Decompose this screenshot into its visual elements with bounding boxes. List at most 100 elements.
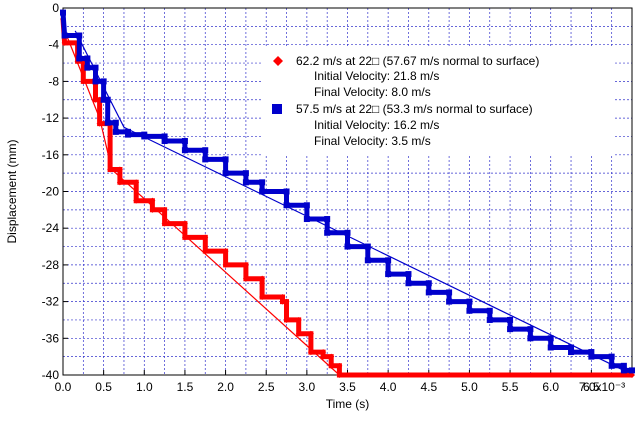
series-1-point <box>320 353 327 360</box>
series-1-point <box>222 248 229 255</box>
series-2-point <box>161 133 168 140</box>
x-tick-label: 4.0 <box>380 380 397 394</box>
y-tick-label: -16 <box>42 148 60 162</box>
series-1 <box>60 16 635 378</box>
series-1-point <box>80 78 87 85</box>
legend-entry-sublabel: Initial Velocity: 21.8 m/s <box>314 69 439 83</box>
series-2-point <box>76 32 83 39</box>
series-2-point <box>84 64 91 71</box>
x-tick-label: 4.5 <box>420 380 437 394</box>
series-1-point <box>328 353 335 360</box>
series-1-point <box>307 349 314 356</box>
series-2-point <box>141 133 148 140</box>
series-2-point <box>222 170 229 177</box>
series-2-point <box>112 128 119 135</box>
legend-entry-label: 57.5 m/s at 22□ (53.3 m/s normal to surf… <box>296 102 533 116</box>
series-1-point <box>92 96 99 103</box>
series-2-point <box>112 119 119 126</box>
series-2-point <box>92 64 99 71</box>
series-1-point <box>149 206 156 213</box>
series-2-point <box>60 9 66 16</box>
x-tick-label: 7.0x10⁻³ <box>579 380 625 394</box>
series-2-point <box>446 298 453 305</box>
series-2-point <box>385 257 392 264</box>
series-2-point <box>100 96 107 103</box>
y-tick-label: 0 <box>52 1 59 15</box>
series-2-point <box>100 78 107 85</box>
series-1-point <box>295 316 302 323</box>
series-2-point <box>527 335 534 342</box>
x-axis-title: Time (s) <box>326 397 370 411</box>
series-2-point <box>588 353 595 360</box>
legend-entry-label: 62.2 m/s at 22□ (57.67 m/s normal to sur… <box>296 54 539 68</box>
series-2-point <box>385 271 392 278</box>
series-2-fit-line <box>74 30 625 371</box>
series-2-point <box>283 188 290 195</box>
series-2-point <box>202 156 209 163</box>
series-1-point <box>295 330 302 337</box>
series-1-point <box>259 294 266 301</box>
series-2-point <box>104 96 111 103</box>
series-1-point <box>116 179 123 186</box>
series-2-point <box>507 316 514 323</box>
series-1-point <box>133 197 140 204</box>
series-2-point <box>364 257 371 264</box>
x-tick-label: 1.5 <box>177 380 194 394</box>
series-1-point <box>279 294 286 301</box>
x-tick-label: 2.5 <box>258 380 275 394</box>
series-2-point <box>620 362 627 369</box>
legend-marker-square <box>272 104 282 114</box>
series-2-point <box>92 78 99 85</box>
x-tick-label: 1.0 <box>136 380 153 394</box>
y-tick-label: -4 <box>48 38 59 52</box>
series-1-point <box>161 220 168 227</box>
series-1-point <box>629 372 635 378</box>
x-tick-label: 5.0 <box>461 380 478 394</box>
y-tick-label: -8 <box>48 74 59 88</box>
series-2-point <box>446 289 453 296</box>
series-1-point <box>61 39 68 46</box>
series-2-point <box>84 55 91 62</box>
legend-background <box>262 48 614 156</box>
series-1-point <box>259 275 266 282</box>
y-axis-title: Displacement (mm) <box>5 139 19 243</box>
x-tick-label: 3.0 <box>299 380 316 394</box>
series-2-point <box>608 362 615 369</box>
x-tick-label: 3.5 <box>339 380 356 394</box>
series-2-point <box>547 335 554 342</box>
series-2-point <box>181 138 188 145</box>
series-2-point <box>76 55 83 62</box>
series-2-point <box>608 353 615 360</box>
series-2-point <box>547 344 554 351</box>
legend-entry-sublabel: Initial Velocity: 16.2 m/s <box>314 118 439 132</box>
x-tick-label: 6.5 <box>583 380 600 394</box>
series-2-point <box>324 229 331 236</box>
series-1-point <box>336 362 343 369</box>
series-1-point <box>161 206 168 213</box>
series-1-point <box>283 298 290 305</box>
legend: 62.2 m/s at 22□ (57.67 m/s normal to sur… <box>262 48 614 156</box>
series-2-point <box>466 298 473 305</box>
series-1-point <box>96 120 103 127</box>
series-1-point <box>242 261 249 268</box>
x-tick-label: 0.0 <box>55 380 72 394</box>
series-2-point <box>344 229 351 236</box>
series-1-point <box>133 179 140 186</box>
series-2-point <box>405 271 412 278</box>
series-1-point <box>336 372 343 378</box>
series-2-point <box>104 119 111 126</box>
series-2-point <box>222 156 229 163</box>
series-1-fit-line <box>62 26 340 376</box>
series-1-point <box>202 248 209 255</box>
series-1-point <box>202 234 209 241</box>
series-layer <box>60 9 635 378</box>
series-2-point <box>125 131 132 138</box>
legend-marker-diamond <box>273 56 283 66</box>
y-axis-ticks: 0 -4 -8 -12 -16 -20 -24 -28 -32 -36 -40 <box>42 1 68 382</box>
series-2-point <box>303 202 310 209</box>
series-2-point <box>568 349 575 356</box>
series-1-point <box>279 298 286 305</box>
series-2-point <box>620 367 627 374</box>
series-1-point <box>328 362 335 369</box>
